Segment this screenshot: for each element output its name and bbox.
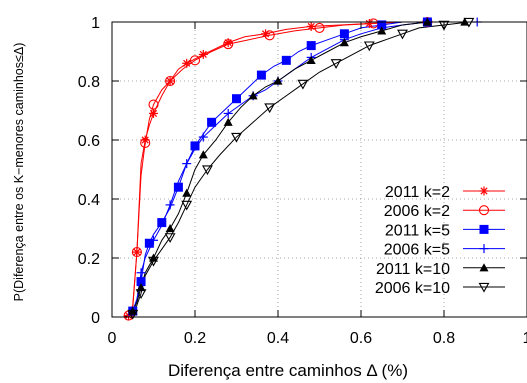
data-point xyxy=(182,188,192,197)
data-point xyxy=(144,238,154,248)
data-point xyxy=(306,41,316,51)
data-point xyxy=(223,117,233,126)
data-point xyxy=(273,76,283,85)
data-point xyxy=(397,29,408,40)
data-point xyxy=(140,137,151,148)
data-point xyxy=(330,59,342,69)
data-point xyxy=(148,256,159,267)
data-point xyxy=(264,103,276,114)
data-point xyxy=(165,200,175,210)
legend-label: 2006 k=2 xyxy=(384,203,450,220)
data-point xyxy=(136,277,146,287)
series-points-2011-k-2 xyxy=(124,17,432,321)
legend-swatch-marker xyxy=(478,282,490,293)
y-tick-label: 0.8 xyxy=(78,74,100,91)
legend-label: 2011 k=5 xyxy=(385,222,450,239)
data-point xyxy=(136,283,146,292)
data-point xyxy=(149,108,158,118)
legend-swatch-marker xyxy=(479,244,489,254)
data-point xyxy=(314,22,325,33)
legend-item: 2011 k=2 xyxy=(385,184,505,201)
x-tick-label: 0.6 xyxy=(350,330,372,347)
data-point xyxy=(164,233,176,243)
x-tick-label: 0.2 xyxy=(184,330,206,347)
data-point xyxy=(165,75,176,87)
data-point xyxy=(223,39,234,50)
legend: 2011 k=2 2006 k=2 2011 k=5 2006 k=5 2011 k=1… xyxy=(375,184,505,297)
data-point xyxy=(306,55,316,64)
series-line-2006-k-10 xyxy=(124,21,469,318)
data-point xyxy=(198,49,208,59)
data-point xyxy=(165,76,175,86)
data-point xyxy=(131,247,142,258)
data-point xyxy=(136,268,146,278)
data-point xyxy=(165,224,175,233)
legend-label: 2011 k=2 xyxy=(385,184,450,201)
data-point xyxy=(231,132,242,143)
x-tick-label: 0.8 xyxy=(433,330,455,347)
legend-swatch-marker xyxy=(479,224,489,234)
y-tick-label: 0.2 xyxy=(78,251,100,268)
legend-label: 2006 k=5 xyxy=(384,242,450,259)
data-point xyxy=(157,218,167,228)
data-point xyxy=(438,20,450,31)
data-point xyxy=(297,79,309,90)
data-point xyxy=(149,235,158,245)
axis-ticks: 0 0.2 0.4 0.6 0.8 1 0 0.2 0.4 0.6 0.8 1 xyxy=(78,15,527,347)
legend-swatch-marker xyxy=(478,205,490,216)
data-point xyxy=(248,91,258,100)
data-point xyxy=(232,94,241,104)
data-point xyxy=(189,55,201,66)
data-point xyxy=(190,141,200,151)
y-tick-label: 0.6 xyxy=(78,133,100,150)
legend-item: 2006 k=10 xyxy=(375,280,505,297)
grid xyxy=(112,22,527,317)
legend-item: 2011 k=10 xyxy=(376,261,505,278)
y-tick-label: 0.4 xyxy=(78,192,100,209)
data-point xyxy=(377,26,387,35)
data-point xyxy=(339,38,349,47)
y-tick-label: 0 xyxy=(91,310,100,327)
data-point xyxy=(264,30,275,41)
data-point xyxy=(182,58,192,68)
legend-swatch-marker xyxy=(479,186,489,196)
x-axis-label: Diferença entre caminhos Δ (%) xyxy=(168,361,408,380)
data-point xyxy=(181,200,193,211)
series-markers xyxy=(123,16,482,321)
data-point xyxy=(148,99,159,110)
data-point xyxy=(202,165,213,176)
data-point xyxy=(339,29,349,39)
data-point xyxy=(363,41,375,52)
legend-label: 2006 k=10 xyxy=(375,280,450,297)
data-point xyxy=(281,55,291,65)
data-point xyxy=(135,289,147,300)
data-point xyxy=(223,108,233,118)
plot-frame xyxy=(111,21,527,318)
legend-label: 2011 k=10 xyxy=(376,261,450,278)
legend-swatch-marker xyxy=(479,263,489,272)
y-axis-label: P(Diferença entre os K−menores caminhos≤… xyxy=(12,43,26,302)
data-point xyxy=(207,117,217,127)
data-point xyxy=(127,309,139,320)
data-point xyxy=(198,150,208,159)
series-line-2011-k-5 xyxy=(124,21,428,318)
data-point xyxy=(198,132,208,142)
legend-item: 2006 k=2 xyxy=(384,203,505,220)
series-points-2011-k-10 xyxy=(128,17,470,315)
x-tick-label: 0 xyxy=(108,330,117,347)
data-point xyxy=(173,182,183,192)
data-point xyxy=(182,159,192,169)
data-point xyxy=(132,247,142,257)
legend-item: 2011 k=5 xyxy=(385,222,505,239)
legend-item: 2006 k=5 xyxy=(384,242,505,259)
data-point xyxy=(256,70,266,80)
x-tick-label: 1 xyxy=(523,330,527,347)
x-tick-label: 0.4 xyxy=(267,330,289,347)
y-tick-label: 1 xyxy=(91,15,100,32)
data-point xyxy=(306,21,316,31)
